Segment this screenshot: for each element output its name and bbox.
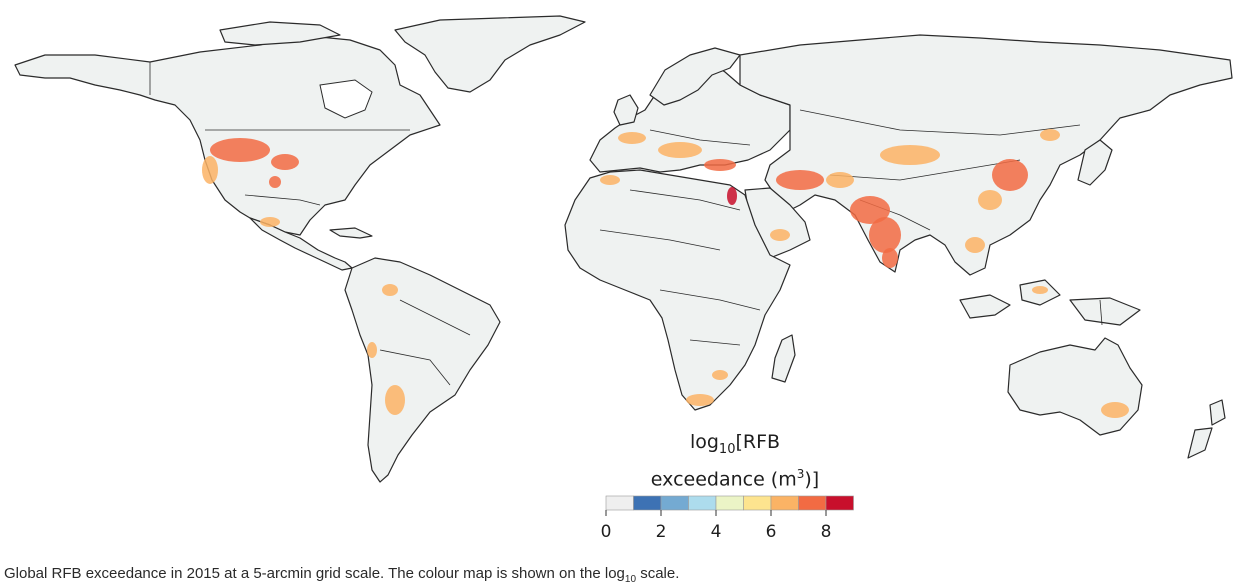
landmass-new-zealand <box>1187 399 1226 459</box>
legend-title-subscript: 10 <box>718 441 736 457</box>
colorbar-segment <box>660 495 689 511</box>
colorbar-segment <box>688 495 717 511</box>
legend-title-prefix: log <box>689 431 719 453</box>
landmass-asia <box>739 34 1233 276</box>
exceedance-hotspots <box>202 129 1129 418</box>
caption-subscript: 10 <box>624 574 637 585</box>
landmass-greenland <box>394 15 586 93</box>
colorbar-segment <box>798 495 827 511</box>
landmass-japan <box>1077 139 1113 186</box>
map-canvas: 0 2 4 6 8 <box>14 15 1233 542</box>
landmass-scandinavia <box>649 47 741 106</box>
landmass-australia <box>1007 337 1143 436</box>
colorbar-tick-label: 0 <box>601 522 612 542</box>
legend-title-line2: exceedance (m <box>650 468 797 491</box>
colorbar-segment <box>743 495 772 511</box>
colorbar-tick-label: 8 <box>821 522 832 542</box>
colorbar-tick-label: 6 <box>766 522 777 542</box>
colorbar-segment <box>633 495 662 511</box>
colorbar-segment <box>715 495 744 511</box>
colorbar-tick-label: 2 <box>656 522 667 542</box>
caption-end: scale. <box>636 565 680 582</box>
colorbar-tick-label: 4 <box>711 522 722 542</box>
caption-text: Global RFB exceedance in 2015 at a 5-arc… <box>4 565 625 582</box>
landmass-africa <box>564 169 791 411</box>
colorbar-segment <box>605 495 634 511</box>
landmass-madagascar <box>771 334 796 383</box>
legend-ticks: 0 2 4 6 8 <box>601 510 832 542</box>
landmass-south-america <box>344 257 501 483</box>
landmass-britain <box>613 94 639 126</box>
landmass-arctic-islands <box>219 21 341 46</box>
legend-title-rest: [RFB <box>735 431 781 453</box>
country-borders <box>149 62 1103 386</box>
legend-title-superscript: 3 <box>796 466 805 481</box>
figure-caption: Global RFB exceedance in 2015 at a 5-arc… <box>4 565 1244 585</box>
landmass-cuba <box>329 227 373 239</box>
colorbar-segment <box>770 495 799 511</box>
landmass-indonesia <box>959 279 1141 326</box>
legend-title: log10[RFB exceedance (m3)] <box>595 430 875 491</box>
legend-title-end: )] <box>804 468 820 491</box>
colorbar-segment <box>825 495 854 511</box>
legend-colorbar <box>605 495 854 511</box>
world-map: 0 2 4 6 8 log10[RFB exceedance (m3)] <box>14 15 1233 542</box>
landmass-north-america <box>14 34 441 236</box>
